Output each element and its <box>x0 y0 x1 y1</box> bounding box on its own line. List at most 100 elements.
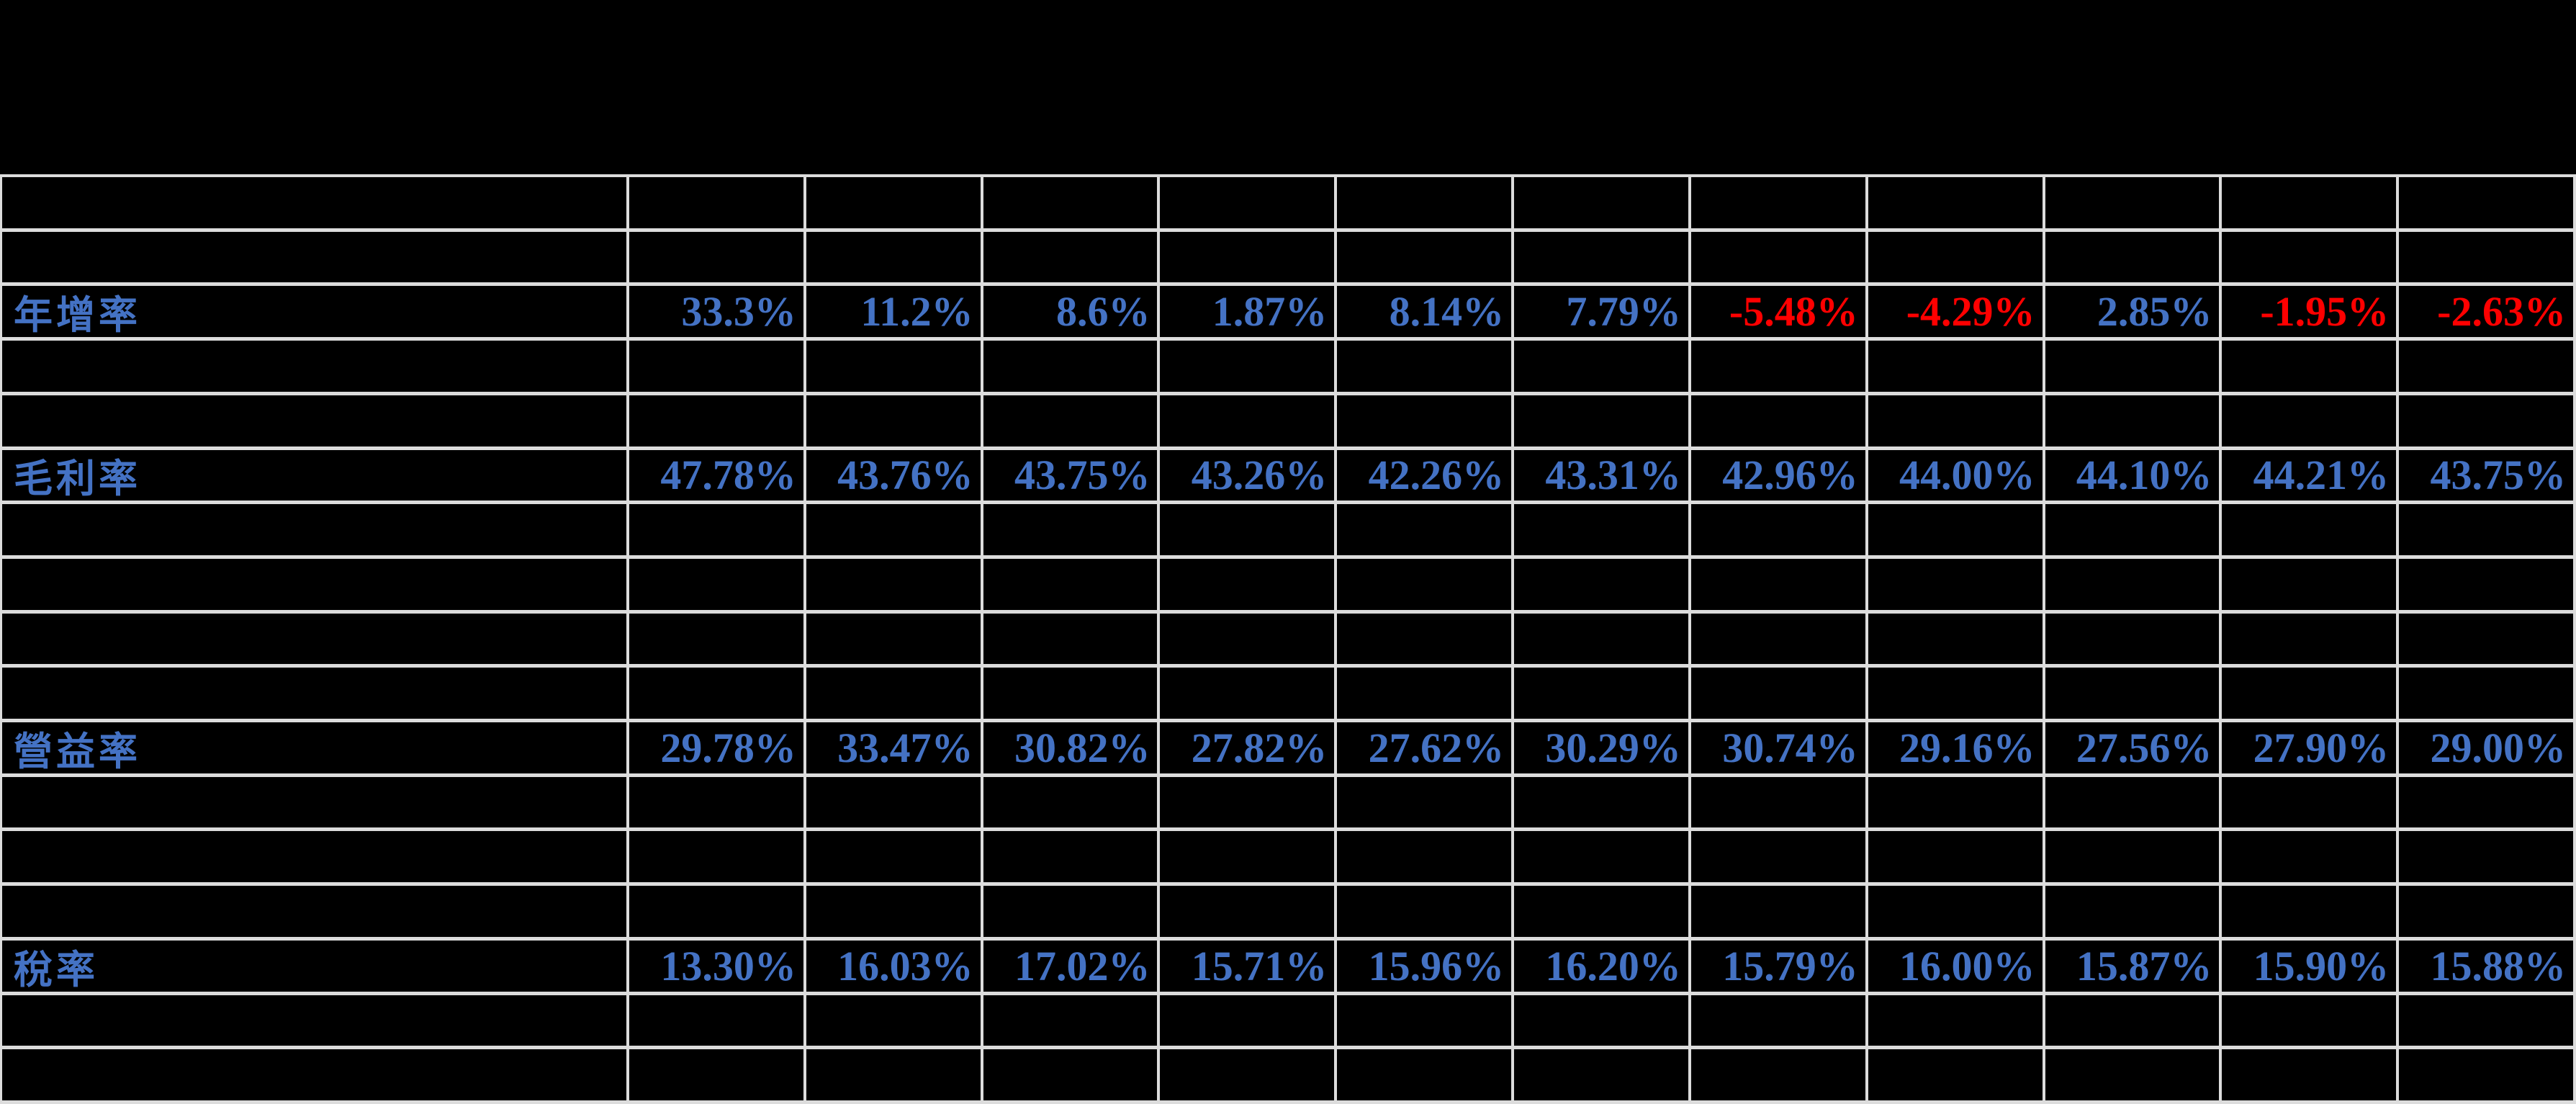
metric-value-cell <box>629 1049 803 1100</box>
metric-value-cell <box>2045 395 2220 446</box>
metric-value-cell <box>1160 668 1335 719</box>
metric-value-cell <box>629 558 803 610</box>
metric-value-cell <box>1337 613 1512 665</box>
metric-value-cell <box>2222 995 2397 1046</box>
metric-value-cell <box>983 1049 1158 1100</box>
metric-value-cell: 8.6% <box>983 286 1158 338</box>
metric-value-cell: 16.00% <box>1868 940 2043 992</box>
metric-value-cell <box>2045 776 2220 828</box>
metric-value-cell <box>2045 613 2220 665</box>
metric-value-cell <box>2399 504 2573 555</box>
row-label <box>2 231 626 283</box>
metric-value-cell: 42.26% <box>1337 449 1512 501</box>
metric-value-cell <box>983 177 1158 228</box>
row-label: 稅率 <box>2 940 626 992</box>
metric-value-cell <box>2399 613 2573 665</box>
metric-value-cell <box>1160 613 1335 665</box>
metric-value-cell <box>1337 995 1512 1046</box>
metric-value-cell: 30.82% <box>983 722 1158 773</box>
metric-value-cell <box>2222 668 2397 719</box>
metric-value-cell <box>1337 886 1512 937</box>
metric-value-cell <box>806 776 981 828</box>
metric-value-cell <box>629 395 803 446</box>
metric-value-cell <box>806 177 981 228</box>
metric-value-cell <box>2399 558 2573 610</box>
metric-value-cell <box>2045 668 2220 719</box>
metric-value-cell <box>629 668 803 719</box>
metric-value-cell <box>629 995 803 1046</box>
metric-value-cell <box>1337 558 1512 610</box>
metric-value-cell: 29.00% <box>2399 722 2573 773</box>
metric-value-cell: 43.75% <box>983 449 1158 501</box>
metric-value-cell: 29.78% <box>629 722 803 773</box>
metric-value-cell <box>1690 177 1865 228</box>
metric-value-cell <box>2222 395 2397 446</box>
metric-value-cell <box>1690 504 1865 555</box>
metric-value-cell <box>2045 886 2220 937</box>
metric-value-cell <box>806 504 981 555</box>
metric-value-cell <box>2399 177 2573 228</box>
metric-value-cell <box>806 558 981 610</box>
metric-value-cell <box>1514 776 1688 828</box>
metric-value-cell <box>806 668 981 719</box>
metric-value-cell <box>1337 341 1512 392</box>
metric-value-cell <box>1868 504 2043 555</box>
row-label <box>2 831 626 883</box>
metric-value-cell <box>1514 613 1688 665</box>
metric-value-cell: 15.79% <box>1690 940 1865 992</box>
metric-value-cell <box>1514 831 1688 883</box>
metric-value-cell <box>629 886 803 937</box>
metric-value-cell <box>1337 1049 1512 1100</box>
metric-value-cell <box>1690 1049 1865 1100</box>
metric-value-cell <box>1514 395 1688 446</box>
metric-value-cell <box>806 886 981 937</box>
row-label: 營益率 <box>2 722 626 773</box>
metric-value-cell <box>2399 231 2573 283</box>
metric-value-cell <box>1160 231 1335 283</box>
metric-value-cell: 16.20% <box>1514 940 1688 992</box>
metric-value-cell <box>2399 831 2573 883</box>
metric-value-cell <box>629 341 803 392</box>
metric-value-cell: -1.95% <box>2222 286 2397 338</box>
metric-value-cell: 15.87% <box>2045 940 2220 992</box>
metric-value-cell <box>983 776 1158 828</box>
row-label: 毛利率 <box>2 449 626 501</box>
metric-value-cell <box>1514 886 1688 937</box>
metric-value-cell <box>2222 831 2397 883</box>
metric-value-cell: 27.62% <box>1337 722 1512 773</box>
metric-value-cell: 27.90% <box>2222 722 2397 773</box>
metric-value-cell <box>2045 341 2220 392</box>
metric-value-cell: 27.82% <box>1160 722 1335 773</box>
metric-value-cell <box>1868 668 2043 719</box>
metric-value-cell <box>983 231 1158 283</box>
metric-value-cell <box>1690 886 1865 937</box>
metric-value-cell <box>2222 613 2397 665</box>
row-label: 年增率 <box>2 286 626 338</box>
metric-value-cell <box>1160 395 1335 446</box>
metric-value-cell <box>983 504 1158 555</box>
metric-value-cell: 47.78% <box>629 449 803 501</box>
metric-value-cell <box>806 1049 981 1100</box>
metric-value-cell: 33.47% <box>806 722 981 773</box>
metric-value-cell <box>1337 504 1512 555</box>
metric-value-cell <box>2399 886 2573 937</box>
blank-header-area <box>0 0 2576 174</box>
metric-value-cell <box>629 776 803 828</box>
metric-value-cell: 1.87% <box>1160 286 1335 338</box>
metric-value-cell: 15.90% <box>2222 940 2397 992</box>
metric-value-cell <box>1160 1049 1335 1100</box>
metric-value-cell: 16.03% <box>806 940 981 992</box>
metric-value-cell <box>1868 231 2043 283</box>
metric-value-cell <box>1514 995 1688 1046</box>
metric-value-cell <box>1690 395 1865 446</box>
metric-value-cell <box>983 395 1158 446</box>
row-label <box>2 1049 626 1100</box>
metric-value-cell: 33.3% <box>629 286 803 338</box>
metric-value-cell: 15.96% <box>1337 940 1512 992</box>
metric-value-cell <box>806 395 981 446</box>
row-label <box>2 668 626 719</box>
metric-value-cell <box>2222 776 2397 828</box>
metric-value-cell <box>629 231 803 283</box>
metric-value-cell: 30.74% <box>1690 722 1865 773</box>
